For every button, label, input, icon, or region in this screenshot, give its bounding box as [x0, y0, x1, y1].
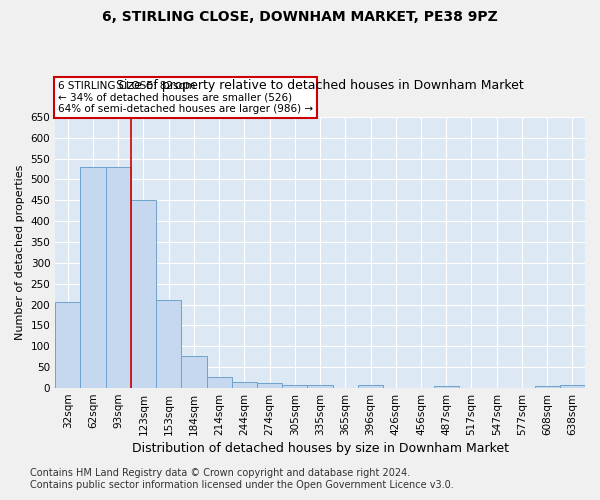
Bar: [434, 386, 459, 388]
Bar: [55, 302, 80, 388]
Bar: [307, 384, 332, 388]
Bar: [206, 377, 232, 388]
Text: 6, STIRLING CLOSE, DOWNHAM MARKET, PE38 9PZ: 6, STIRLING CLOSE, DOWNHAM MARKET, PE38 …: [102, 10, 498, 24]
Bar: [282, 384, 307, 388]
Bar: [232, 382, 257, 388]
Title: Size of property relative to detached houses in Downham Market: Size of property relative to detached ho…: [116, 79, 524, 92]
Bar: [257, 383, 282, 388]
Bar: [106, 167, 131, 388]
Bar: [358, 385, 383, 388]
Bar: [80, 167, 106, 388]
Bar: [535, 386, 560, 388]
Bar: [156, 300, 181, 388]
Text: 6 STIRLING CLOSE: 82sqm
← 34% of detached houses are smaller (526)
64% of semi-d: 6 STIRLING CLOSE: 82sqm ← 34% of detache…: [58, 81, 313, 114]
Text: Contains HM Land Registry data © Crown copyright and database right 2024.
Contai: Contains HM Land Registry data © Crown c…: [30, 468, 454, 490]
Bar: [560, 385, 585, 388]
Y-axis label: Number of detached properties: Number of detached properties: [15, 164, 25, 340]
Bar: [131, 200, 156, 388]
X-axis label: Distribution of detached houses by size in Downham Market: Distribution of detached houses by size …: [131, 442, 509, 455]
Bar: [181, 356, 206, 388]
